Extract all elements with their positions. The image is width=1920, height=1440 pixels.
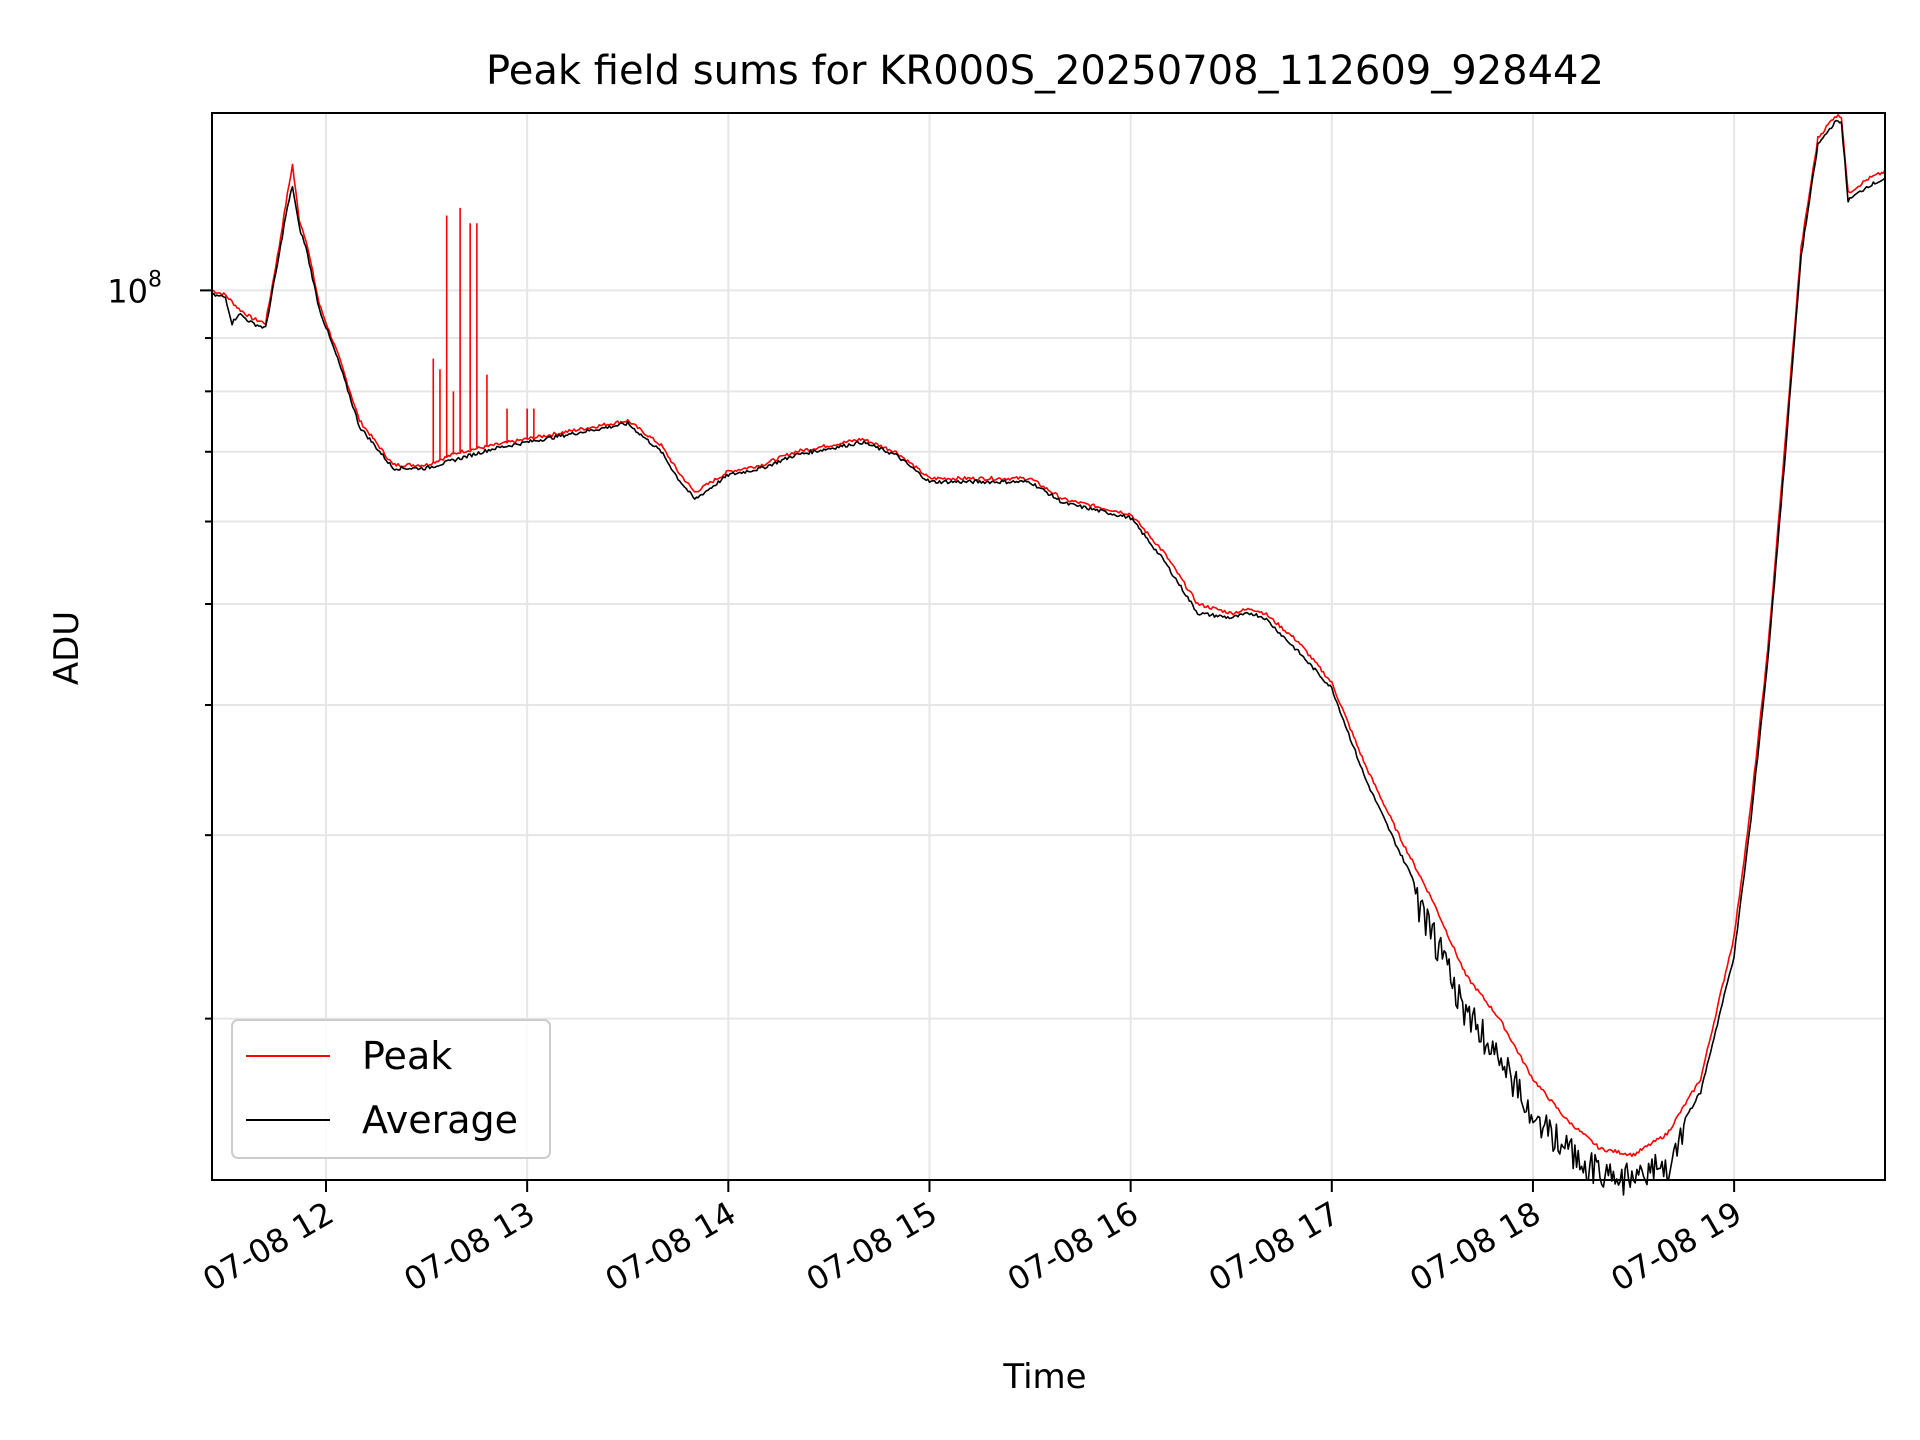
legend-label-peak: Peak <box>362 1034 452 1078</box>
series-line-average <box>211 119 1886 1196</box>
y-tick-label: 108 <box>107 267 162 310</box>
grid <box>212 113 1885 1180</box>
x-axis-label: Time <box>1002 1357 1086 1397</box>
y-axis-label: ADU <box>47 611 87 685</box>
y-tick-label-base: 10 <box>107 272 148 310</box>
series-line-peak <box>211 114 1886 1158</box>
plot-frame <box>211 112 1886 1181</box>
y-tick-label-exponent: 8 <box>148 267 162 292</box>
y-axis: 108 <box>107 267 212 1020</box>
legend-box <box>231 1019 551 1159</box>
chart-title: Peak field sums for KR000S_20250708_1126… <box>486 48 1604 94</box>
legend: Peak Average <box>231 1019 551 1159</box>
series-layer <box>211 114 1886 1196</box>
legend-label-average: Average <box>362 1098 518 1142</box>
